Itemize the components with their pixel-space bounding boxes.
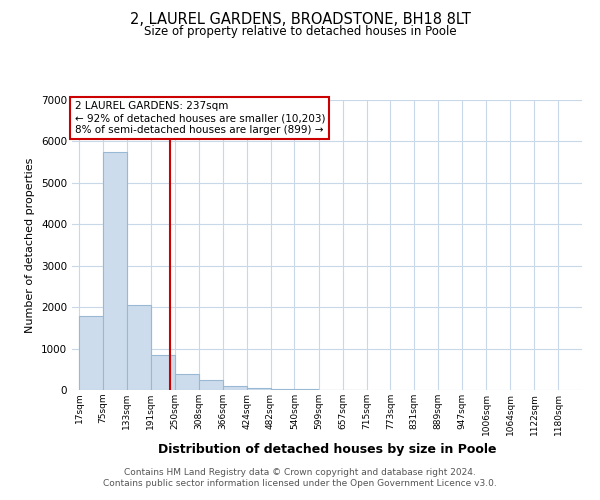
Bar — [223, 386, 247, 390]
Text: Contains HM Land Registry data © Crown copyright and database right 2024.
Contai: Contains HM Land Registry data © Crown c… — [103, 468, 497, 487]
X-axis label: Distribution of detached houses by size in Poole: Distribution of detached houses by size … — [158, 443, 496, 456]
Bar — [151, 355, 175, 390]
Text: 2 LAUREL GARDENS: 237sqm
← 92% of detached houses are smaller (10,203)
8% of sem: 2 LAUREL GARDENS: 237sqm ← 92% of detach… — [74, 102, 325, 134]
Bar — [175, 374, 199, 390]
Bar — [79, 316, 103, 390]
Bar — [103, 152, 127, 390]
Bar — [271, 389, 295, 390]
Bar — [127, 304, 151, 390]
Bar — [199, 380, 223, 390]
Text: Size of property relative to detached houses in Poole: Size of property relative to detached ho… — [143, 25, 457, 38]
Bar — [247, 388, 271, 390]
Y-axis label: Number of detached properties: Number of detached properties — [25, 158, 35, 332]
Text: 2, LAUREL GARDENS, BROADSTONE, BH18 8LT: 2, LAUREL GARDENS, BROADSTONE, BH18 8LT — [130, 12, 470, 28]
